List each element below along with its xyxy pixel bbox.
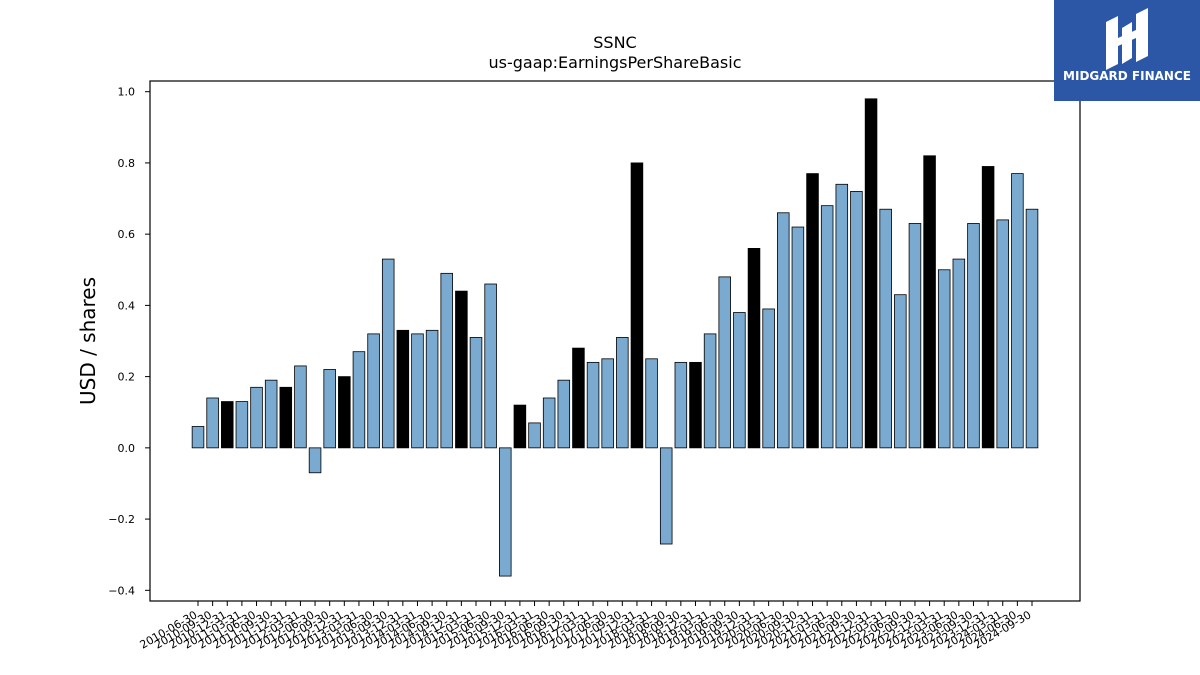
bar-2018-06-30 — [659, 447, 673, 545]
y-tick-label: 0.0 — [118, 442, 136, 455]
bar-2022-09-30 — [908, 223, 922, 449]
bar-2023-03-31 — [937, 269, 951, 449]
bar-2018-03-31 — [645, 358, 658, 449]
y-axis-label: USD / shares — [76, 277, 100, 405]
bar-2011-12-31 — [279, 386, 293, 449]
midgard-finance-logo: MIDGARD FINANCE — [1054, 0, 1200, 101]
bar-2018-12-31 — [689, 361, 702, 449]
bars-layer — [191, 98, 1039, 577]
bar-2013-03-31 — [352, 351, 366, 449]
bar-2017-06-30 — [601, 358, 614, 449]
x-axis-ticks: 2010-06-302010-09-302010-12-312011-03-31… — [138, 601, 1034, 652]
bar-2024-09-30 — [1025, 208, 1039, 449]
bar-2011-09-30 — [264, 379, 278, 449]
bar-2022-06-30 — [894, 294, 907, 449]
bar-2016-06-30 — [542, 397, 556, 449]
chart-subtitle: us-gaap:EarningsPerShareBasic — [488, 53, 741, 72]
chart-title: SSNC — [593, 33, 636, 52]
logo-text: MIDGARD FINANCE — [1063, 69, 1191, 83]
bar-2014-03-31 — [411, 333, 424, 449]
bar-2023-09-30 — [967, 223, 980, 449]
bar-2020-03-31 — [762, 308, 775, 449]
bar-2022-12-31 — [923, 155, 936, 449]
bar-2010-06-30 — [191, 426, 205, 449]
bar-2019-12-31 — [747, 247, 761, 449]
bar-2015-09-30 — [499, 447, 512, 577]
bar-2013-12-31 — [396, 329, 410, 449]
bar-2019-06-30 — [718, 276, 731, 449]
bar-2016-12-31 — [572, 347, 585, 449]
bar-2021-12-31 — [864, 98, 878, 449]
y-tick-label: 0.4 — [118, 299, 136, 312]
y-axis-ticks: −0.4 −0.2 0.0 0.2 0.4 0.6 0.8 1.0 — [108, 86, 150, 597]
bar-2016-03-31 — [528, 422, 541, 449]
bar-2014-06-30 — [425, 329, 439, 449]
bar-2012-03-31 — [294, 365, 307, 449]
y-tick-label: 0.2 — [118, 371, 136, 384]
bar-2021-06-30 — [835, 183, 849, 449]
midgard-logo-icon — [1106, 8, 1148, 70]
y-tick-label: −0.4 — [108, 584, 135, 597]
bar-2023-12-31 — [981, 166, 995, 449]
bar-2015-06-30 — [484, 283, 497, 449]
bar-2021-09-30 — [850, 191, 863, 449]
y-tick-label: −0.2 — [108, 513, 135, 526]
bar-2024-06-30 — [1011, 173, 1024, 449]
bar-2024-03-31 — [996, 219, 1009, 449]
plot-frame — [149, 80, 1081, 602]
y-tick-label: 1.0 — [118, 86, 136, 99]
bar-2019-09-30 — [733, 312, 746, 449]
bar-2014-09-30 — [440, 272, 453, 449]
bar-2012-12-31 — [338, 376, 351, 449]
bar-2011-03-31 — [235, 401, 249, 449]
bar-2012-09-30 — [323, 369, 336, 449]
bar-2015-12-31 — [513, 404, 527, 449]
bar-2010-09-30 — [206, 397, 219, 449]
bar-2016-09-30 — [557, 379, 571, 449]
y-tick-label: 0.6 — [118, 228, 136, 241]
bar-2013-09-30 — [381, 258, 395, 449]
bar-2010-12-31 — [221, 401, 234, 449]
bar-2014-12-31 — [455, 290, 468, 449]
bar-2018-09-30 — [674, 361, 688, 449]
bar-2013-06-30 — [367, 333, 380, 449]
bar-2017-09-30 — [616, 337, 629, 449]
bar-2017-03-31 — [586, 361, 600, 449]
bar-2021-03-31 — [820, 205, 834, 449]
bar-2023-06-30 — [952, 258, 966, 449]
bar-2015-03-31 — [469, 337, 483, 449]
bar-2020-09-30 — [791, 226, 805, 449]
bar-2019-03-31 — [703, 333, 717, 449]
bar-2012-06-30 — [308, 447, 322, 474]
bar-2022-03-31 — [879, 208, 892, 449]
y-tick-label: 0.8 — [118, 157, 136, 170]
bar-2020-06-30 — [777, 212, 790, 449]
bar-2017-12-31 — [630, 162, 644, 449]
bar-2020-12-31 — [806, 173, 819, 449]
bar-2011-06-30 — [250, 386, 263, 449]
